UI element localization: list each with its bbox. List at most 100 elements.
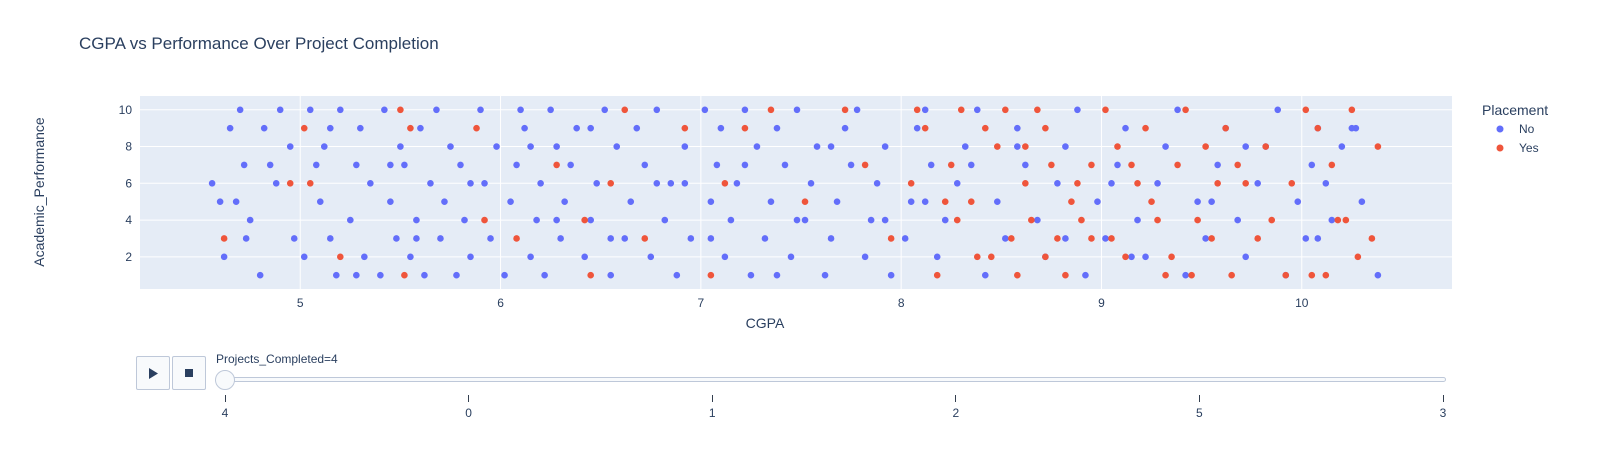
data-point-yes[interactable] (953, 216, 961, 224)
data-point-no[interactable] (266, 161, 274, 169)
data-point-yes[interactable] (801, 198, 809, 205)
data-point-no[interactable] (1034, 216, 1041, 224)
data-point-no[interactable] (1308, 161, 1316, 169)
data-point-no[interactable] (457, 161, 464, 169)
data-point-no[interactable] (226, 124, 234, 132)
data-point-yes[interactable] (1242, 180, 1249, 187)
data-point-yes[interactable] (1102, 106, 1109, 114)
data-point-no[interactable] (793, 106, 801, 114)
data-point-no[interactable] (587, 216, 594, 224)
data-point-no[interactable] (741, 106, 749, 114)
data-point-no[interactable] (260, 124, 268, 132)
data-point-no[interactable] (1102, 235, 1109, 242)
data-point-no[interactable] (1274, 106, 1282, 114)
data-point-no[interactable] (246, 216, 254, 224)
data-point-no[interactable] (306, 106, 314, 114)
data-point-no[interactable] (347, 216, 354, 224)
data-point-no[interactable] (1254, 180, 1262, 187)
data-point-yes[interactable] (407, 124, 414, 132)
data-point-yes[interactable] (1262, 143, 1270, 150)
data-point-no[interactable] (533, 216, 540, 224)
data-point-no[interactable] (441, 198, 448, 205)
data-point-no[interactable] (807, 180, 815, 187)
data-point-no[interactable] (921, 106, 929, 114)
data-point-no[interactable] (861, 253, 869, 261)
data-point-no[interactable] (216, 198, 224, 205)
data-point-no[interactable] (541, 271, 548, 279)
legend-label-yes[interactable]: Yes (1519, 141, 1539, 155)
data-point-yes[interactable] (1234, 161, 1241, 169)
data-point-no[interactable] (673, 271, 681, 279)
data-point-no[interactable] (417, 124, 424, 132)
data-point-yes[interactable] (1188, 271, 1195, 279)
data-point-no[interactable] (337, 106, 344, 114)
data-point-no[interactable] (1338, 143, 1346, 150)
data-point-no[interactable] (681, 180, 689, 187)
data-point-no[interactable] (773, 271, 781, 279)
data-point-no[interactable] (887, 271, 895, 279)
data-point-no[interactable] (847, 161, 855, 169)
data-point-yes[interactable] (581, 216, 588, 224)
data-point-no[interactable] (781, 161, 789, 169)
data-point-no[interactable] (487, 235, 494, 242)
data-point-no[interactable] (653, 180, 661, 187)
data-point-no[interactable] (290, 235, 298, 242)
data-point-no[interactable] (1022, 161, 1029, 169)
data-point-yes[interactable] (721, 180, 729, 187)
data-point-yes[interactable] (1194, 216, 1201, 224)
data-point-no[interactable] (721, 253, 729, 261)
data-point-no[interactable] (407, 253, 414, 261)
data-point-yes[interactable] (401, 271, 408, 279)
data-point-yes[interactable] (1222, 124, 1229, 132)
data-point-no[interactable] (1374, 271, 1382, 279)
data-point-yes[interactable] (947, 161, 955, 169)
data-point-yes[interactable] (607, 180, 615, 187)
data-point-yes[interactable] (1068, 198, 1075, 205)
data-point-no[interactable] (1214, 161, 1221, 169)
data-point-no[interactable] (413, 235, 420, 242)
data-point-no[interactable] (353, 271, 360, 279)
data-point-yes[interactable] (994, 143, 1001, 150)
data-point-no[interactable] (367, 180, 374, 187)
data-point-no[interactable] (316, 198, 324, 205)
data-point-no[interactable] (593, 180, 600, 187)
data-point-no[interactable] (300, 253, 308, 261)
slider-step-tick[interactable] (1198, 395, 1200, 402)
data-point-no[interactable] (873, 180, 881, 187)
data-point-yes[interactable] (1328, 161, 1336, 169)
data-point-no[interactable] (1352, 124, 1360, 132)
data-point-no[interactable] (1108, 180, 1115, 187)
data-point-yes[interactable] (967, 198, 975, 205)
data-point-no[interactable] (1082, 271, 1089, 279)
data-point-no[interactable] (741, 161, 749, 169)
data-point-no[interactable] (1122, 124, 1129, 132)
data-point-no[interactable] (521, 124, 528, 132)
legend-marker-no[interactable] (1496, 125, 1504, 133)
data-point-yes[interactable] (286, 180, 294, 187)
data-point-no[interactable] (973, 106, 981, 114)
data-point-yes[interactable] (841, 106, 849, 114)
data-point-no[interactable] (493, 143, 500, 150)
data-point-no[interactable] (867, 216, 875, 224)
slider-track[interactable] (216, 377, 1446, 382)
data-point-no[interactable] (607, 235, 615, 242)
data-point-no[interactable] (1358, 198, 1366, 205)
data-point-no[interactable] (393, 235, 400, 242)
data-point-no[interactable] (841, 124, 849, 132)
data-point-no[interactable] (793, 216, 801, 224)
data-point-yes[interactable] (1034, 106, 1041, 114)
data-point-no[interactable] (397, 143, 404, 150)
data-point-yes[interactable] (1022, 143, 1029, 150)
data-point-no[interactable] (357, 124, 364, 132)
data-point-yes[interactable] (1088, 161, 1095, 169)
data-point-yes[interactable] (1302, 106, 1310, 114)
data-point-yes[interactable] (481, 216, 488, 224)
data-point-no[interactable] (827, 235, 835, 242)
data-point-yes[interactable] (306, 180, 314, 187)
data-point-yes[interactable] (1282, 271, 1290, 279)
data-point-yes[interactable] (1042, 124, 1049, 132)
data-point-no[interactable] (527, 143, 534, 150)
data-point-no[interactable] (1322, 180, 1330, 187)
data-point-no[interactable] (681, 143, 689, 150)
data-point-no[interactable] (687, 235, 695, 242)
